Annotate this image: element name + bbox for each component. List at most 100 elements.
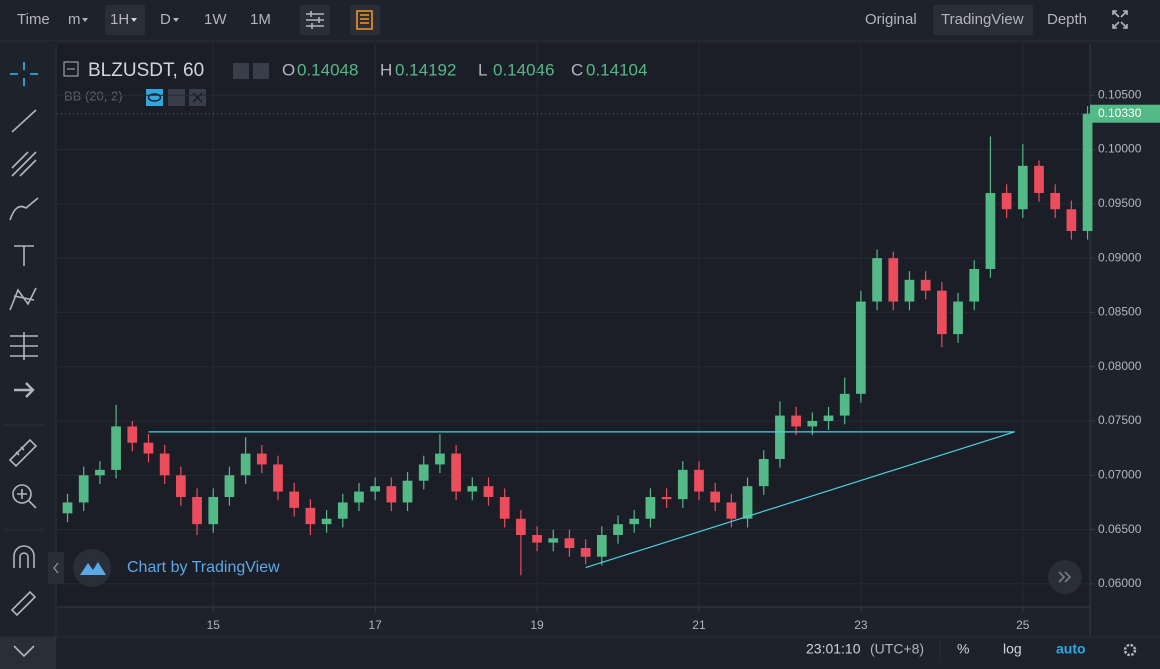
candle-body: [1050, 192, 1061, 210]
watermark: Chart by TradingView: [127, 559, 280, 576]
candle-body: [856, 301, 866, 394]
candle-body: [726, 502, 737, 519]
pattern-tool[interactable]: [9, 287, 37, 311]
dropdown-arrow: [82, 18, 88, 22]
x-tick-label: 23: [854, 618, 868, 632]
interval-button[interactable]: Time: [17, 11, 50, 28]
last-price-tag: [1090, 104, 1160, 123]
candle-body: [127, 426, 138, 443]
ohlc-legend: O 0.14048 H 0.14192 L 0.14046 C 0.14104: [282, 60, 647, 79]
zoom-tool[interactable]: [12, 484, 32, 504]
candle-body: [888, 258, 899, 302]
y-tick-label: 0.07000: [1098, 467, 1142, 481]
candle-body: [95, 469, 105, 476]
interval-button[interactable]: D: [160, 11, 171, 28]
indicator-settings[interactable]: [168, 89, 185, 106]
candle-body: [661, 497, 672, 500]
interval-button[interactable]: 1H: [110, 11, 129, 28]
candle-body: [613, 524, 623, 536]
candle-body: [256, 453, 267, 465]
candle-body: [969, 268, 980, 302]
timezone[interactable]: (UTC+8): [870, 641, 924, 657]
measure-tool[interactable]: [8, 438, 38, 468]
ohlc-value: 0.14192: [395, 60, 456, 79]
zoom-tool-detail: [17, 489, 37, 509]
indicators-button[interactable]: [350, 5, 380, 35]
collapse-legend[interactable]: [63, 61, 79, 77]
remove-icon: [192, 92, 203, 103]
last-price-label: 0.10330: [1098, 106, 1142, 120]
settings-icon[interactable]: [253, 63, 269, 79]
candle-body: [418, 464, 429, 481]
candle-body: [305, 507, 316, 525]
ohlc-value: 0.14104: [586, 60, 647, 79]
candle-body: [435, 453, 445, 465]
dropdown-arrow: [173, 18, 179, 22]
view-button[interactable]: Original: [865, 11, 917, 28]
ohlc-value: 0.14048: [297, 60, 358, 79]
candle-body: [208, 497, 219, 525]
y-tick-label: 0.10000: [1098, 142, 1142, 156]
ohlc-key: C: [571, 60, 583, 79]
settings-gear[interactable]: [1123, 643, 1137, 657]
trend-line-tool[interactable]: [11, 109, 37, 133]
candle-body: [580, 548, 591, 557]
percent-button[interactable]: %: [957, 641, 969, 657]
candle-body: [159, 453, 170, 476]
x-tick-label: 21: [692, 618, 706, 632]
candle-body: [354, 491, 364, 503]
watermark-logo: [73, 549, 111, 587]
auto-button[interactable]: auto: [1056, 641, 1086, 657]
candle-body: [694, 469, 704, 492]
interval-button[interactable]: m: [68, 11, 81, 28]
interval-button[interactable]: 1W: [204, 11, 227, 28]
view-button[interactable]: Depth: [1047, 11, 1087, 28]
candle-body: [775, 415, 785, 460]
dropdown-arrow: [131, 18, 137, 22]
candle-body: [1066, 209, 1077, 231]
plot-area: [57, 44, 1090, 607]
candle-body: [677, 469, 688, 500]
candle-body: [143, 442, 154, 454]
pitchfork-tool[interactable]: [11, 151, 37, 177]
prediction-tool[interactable]: [10, 332, 38, 360]
collapse-button[interactable]: [48, 552, 64, 584]
brush-tool[interactable]: [9, 197, 39, 221]
candle-body: [985, 192, 996, 269]
crosshair-tool[interactable]: [10, 62, 38, 86]
candle-body: [1082, 113, 1093, 231]
candle-body: [499, 497, 510, 519]
candle-body: [289, 491, 300, 508]
fullscreen-icon[interactable]: [1112, 10, 1128, 29]
y-tick-label: 0.07500: [1098, 413, 1142, 427]
eye-icon: [147, 93, 162, 102]
plot: 0.06000 0.06500 0.07000 0.07500 0.08000 0.085…: [57, 44, 1160, 632]
candle-body: [111, 426, 121, 470]
x-tick-label: 19: [530, 618, 544, 632]
candle-body: [240, 453, 251, 476]
symbol-title: BLZUSDT, 60: [88, 60, 204, 81]
candle-body: [402, 480, 413, 503]
candle-body: [321, 518, 332, 525]
magnet-tool[interactable]: [13, 545, 35, 568]
y-tick-label: 0.08500: [1098, 305, 1142, 319]
y-tick-label: 0.09500: [1098, 196, 1142, 210]
indicator-visibility[interactable]: [146, 89, 163, 106]
candle-body: [1001, 192, 1012, 210]
visibility-icon[interactable]: [233, 63, 249, 79]
text-tool[interactable]: [14, 245, 34, 266]
toggle-icon: [13, 645, 35, 658]
log-button[interactable]: log: [1003, 641, 1022, 657]
ohlc-key: H: [380, 60, 392, 79]
ohlc-key: L: [478, 60, 487, 79]
y-tick-label: 0.06500: [1098, 522, 1142, 536]
lock-tool[interactable]: [10, 590, 37, 617]
candle-body: [386, 486, 397, 503]
interval-button[interactable]: 1M: [250, 11, 271, 28]
arrow-tool[interactable]: [14, 382, 35, 398]
candle-body: [192, 497, 202, 525]
view-button[interactable]: TradingView: [941, 11, 1024, 28]
candle-body: [451, 453, 461, 492]
y-tick-label: 0.06000: [1098, 576, 1142, 590]
candle-body: [1034, 165, 1044, 193]
